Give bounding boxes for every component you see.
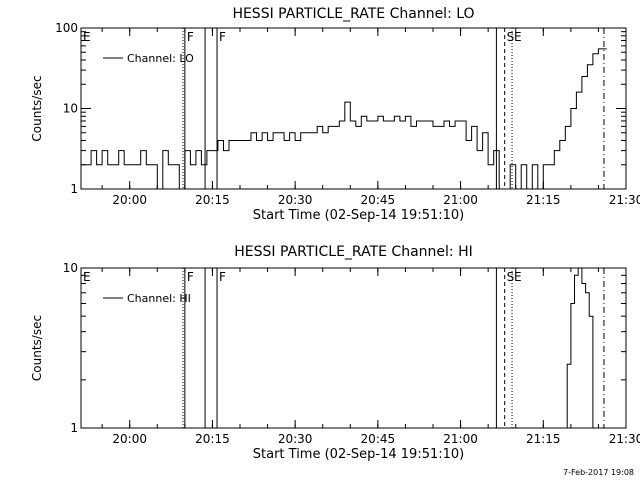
y-tick-label: 1	[70, 182, 78, 196]
marker-label: F	[187, 30, 194, 44]
x-tick-label: 20:15	[195, 432, 230, 446]
x-tick-label: 20:00	[112, 432, 147, 446]
chart-title: HESSI PARTICLE_RATE Channel: HI	[234, 244, 472, 260]
marker-label: F	[219, 270, 226, 284]
y-axis-label: Counts/sec	[30, 75, 44, 141]
y-tick-label: 10	[63, 261, 78, 275]
marker-label: S	[507, 30, 515, 44]
x-tick-label: 21:00	[443, 193, 478, 207]
x-tick-label: 20:45	[361, 432, 396, 446]
marker-label: E	[514, 270, 522, 284]
marker-label: S	[507, 270, 515, 284]
x-axis-label: Start Time (02-Sep-14 19:51:10)	[253, 447, 464, 462]
panel-hi: HESSI PARTICLE_RATE Channel: HI 20:00 20:1…	[30, 244, 640, 462]
marker-label: F	[187, 270, 194, 284]
series-line	[563, 267, 596, 429]
chart-title: HESSI PARTICLE_RATE Channel: LO	[232, 6, 474, 22]
plot-frame	[80, 267, 627, 429]
x-tick-label: 20:15	[195, 193, 230, 207]
legend-label: Channel: LO	[127, 52, 194, 65]
x-tick-label: 20:45	[361, 193, 396, 207]
x-tick-label: 21:00	[443, 432, 478, 446]
x-tick-label: 20:30	[278, 193, 313, 207]
x-tick-label: 21:30	[609, 432, 640, 446]
y-tick-label: 1	[70, 421, 78, 435]
marker-label: F	[219, 30, 226, 44]
x-tick-label: 21:30	[609, 193, 640, 207]
y-tick-label: 10	[63, 102, 78, 116]
y-axis-label: Counts/sec	[30, 315, 44, 381]
marker-label: E	[514, 30, 522, 44]
footer-timestamp: 7-Feb-2017 19:08	[563, 468, 634, 477]
x-tick-label: 21:15	[526, 193, 561, 207]
x-tick-label: 20:30	[278, 432, 313, 446]
legend-label: Channel: HI	[127, 292, 191, 305]
corner-label: E	[83, 270, 91, 284]
x-tick-label: 20:00	[112, 193, 147, 207]
series-line	[81, 48, 607, 190]
panel-lo: HESSI PARTICLE_RATE Channel: LO 20:00 20:1…	[30, 6, 640, 223]
y-tick-label: 100	[55, 21, 78, 35]
x-tick-label: 21:15	[526, 432, 561, 446]
x-axis-label: Start Time (02-Sep-14 19:51:10)	[253, 208, 464, 223]
corner-label: E	[83, 30, 91, 44]
